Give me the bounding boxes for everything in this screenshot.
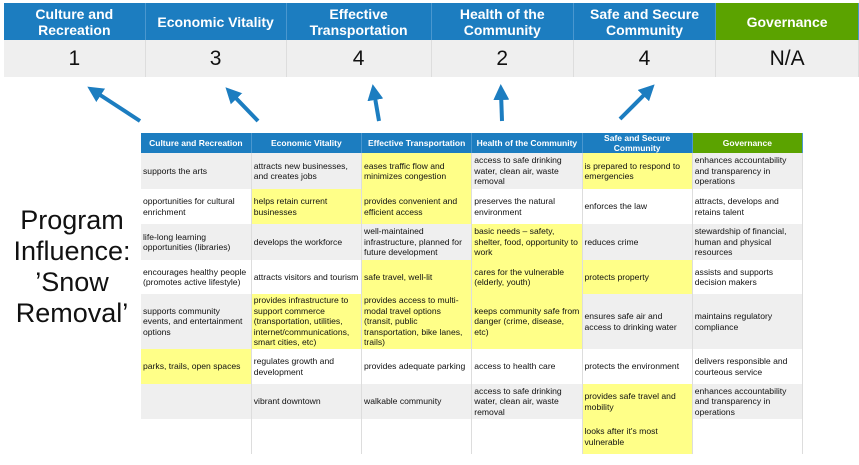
summary-header: Health of the Community <box>431 3 574 40</box>
grid-cell: access to health care <box>471 349 583 384</box>
label-line: Removal’ <box>15 298 129 328</box>
grid-header: Effective Transportation <box>361 133 473 153</box>
summary-score: 4 <box>286 40 432 77</box>
arrow-icon <box>87 86 142 123</box>
summary-score: 3 <box>145 40 287 77</box>
grid-cell: assists and supports decision makers <box>692 260 804 294</box>
grid-cell: well-maintained infrastructure, planned … <box>361 224 473 260</box>
arrow-icon <box>225 87 260 123</box>
grid-cell: regulates growth and development <box>251 349 363 384</box>
grid-cell <box>141 384 252 419</box>
influence-grid: Culture and Recreation Economic Vitality E… <box>141 133 804 454</box>
grid-cell: attracts visitors and tourism <box>251 260 363 294</box>
grid-cell: enhances accountability and transparency… <box>692 153 804 189</box>
table-row: vibrant downtown walkable community access… <box>141 384 804 419</box>
arrows <box>87 84 655 123</box>
grid-cell <box>141 419 252 454</box>
table-row: life-long learning opportunities (librar… <box>141 224 804 260</box>
grid-header: Culture and Recreation <box>141 133 252 153</box>
summary-score: 4 <box>573 40 717 77</box>
grid-cell: protects property <box>582 260 693 294</box>
grid-cell <box>361 419 473 454</box>
grid-cell <box>251 419 363 454</box>
grid-cell <box>692 419 804 454</box>
grid-cell: ensures safe air and access to drinking … <box>582 294 693 349</box>
summary-table: Culture and Recreation Economic Vitality E… <box>4 3 859 77</box>
grid-cell: provides adequate parking <box>361 349 473 384</box>
grid-cell: access to safe drinking water, clean air… <box>471 384 583 419</box>
arrow-icon <box>367 84 384 122</box>
grid-cell: attracts new businesses, and creates job… <box>251 153 363 189</box>
grid-cell <box>471 419 583 454</box>
summary-header: Effective Transportation <box>286 3 432 40</box>
label-line: ’Snow <box>35 267 109 297</box>
grid-cell: opportunities for cultural enrichment <box>141 189 252 224</box>
table-row: looks after it's most vulnerable <box>141 419 804 454</box>
summary-header: Culture and Recreation <box>4 3 146 40</box>
grid-cell: enforces the law <box>582 189 693 224</box>
table-row: supports the arts attracts new businesses… <box>141 153 804 189</box>
grid-cell: protects the environment <box>582 349 693 384</box>
grid-cell: vibrant downtown <box>251 384 363 419</box>
table-row: encourages healthy people (promotes acti… <box>141 260 804 294</box>
grid-cell: is prepared to respond to emergencies <box>582 153 693 189</box>
grid-cell: walkable community <box>361 384 473 419</box>
grid-cell: helps retain current businesses <box>251 189 363 224</box>
grid-cell: maintains regulatory compliance <box>692 294 804 349</box>
grid-cell: access to safe drinking water, clean air… <box>471 153 583 189</box>
grid-cell: enhances accountability and transparency… <box>692 384 804 419</box>
arrow-icon <box>493 84 510 122</box>
grid-cell: keeps community safe from danger (crime,… <box>471 294 583 349</box>
summary-score: N/A <box>715 40 859 77</box>
arrow-icon <box>618 84 655 121</box>
grid-cell: preserves the natural environment <box>471 189 583 224</box>
table-row: supports community events, and entertain… <box>141 294 804 349</box>
grid-cell: develops the workforce <box>251 224 363 260</box>
grid-cell: eases traffic flow and minimizes congest… <box>361 153 473 189</box>
label-line: Program <box>20 205 124 235</box>
table-row: parks, trails, open spaces regulates grow… <box>141 349 804 384</box>
summary-score: 2 <box>431 40 574 77</box>
grid-cell: delivers responsible and courteous servi… <box>692 349 804 384</box>
grid-cell: cares for the vulnerable (elderly, youth… <box>471 260 583 294</box>
grid-cell: stewardship of financial, human and phys… <box>692 224 804 260</box>
grid-cell: looks after it's most vulnerable <box>582 419 693 454</box>
summary-header: Governance <box>715 3 859 40</box>
grid-cell: attracts, develops and retains talent <box>692 189 804 224</box>
grid-cell: supports community events, and entertain… <box>141 294 252 349</box>
summary-header: Economic Vitality <box>145 3 287 40</box>
grid-cell: provides safe travel and mobility <box>582 384 693 419</box>
grid-header: Safe and Secure Community <box>582 133 693 153</box>
program-influence-label: Program Influence: ’Snow Removal’ <box>2 205 142 329</box>
grid-cell: provides infrastructure to support comme… <box>251 294 363 349</box>
grid-header: Governance <box>692 133 804 153</box>
summary-header: Safe and Secure Community <box>573 3 717 40</box>
grid-cell: safe travel, well-lit <box>361 260 473 294</box>
grid-cell: basic needs – safety, shelter, food, opp… <box>471 224 583 260</box>
grid-cell: life-long learning opportunities (librar… <box>141 224 252 260</box>
grid-cell: reduces crime <box>582 224 693 260</box>
table-row: opportunities for cultural enrichment hel… <box>141 189 804 224</box>
grid-cell: parks, trails, open spaces <box>141 349 252 384</box>
grid-cell: provides access to multi-modal travel op… <box>361 294 473 349</box>
grid-header: Economic Vitality <box>251 133 363 153</box>
grid-cell: encourages healthy people (promotes acti… <box>141 260 252 294</box>
grid-cell: supports the arts <box>141 153 252 189</box>
summary-score: 1 <box>4 40 146 77</box>
label-line: Influence: <box>13 236 131 266</box>
grid-header: Health of the Community <box>471 133 583 153</box>
grid-cell: provides convenient and efficient access <box>361 189 473 224</box>
